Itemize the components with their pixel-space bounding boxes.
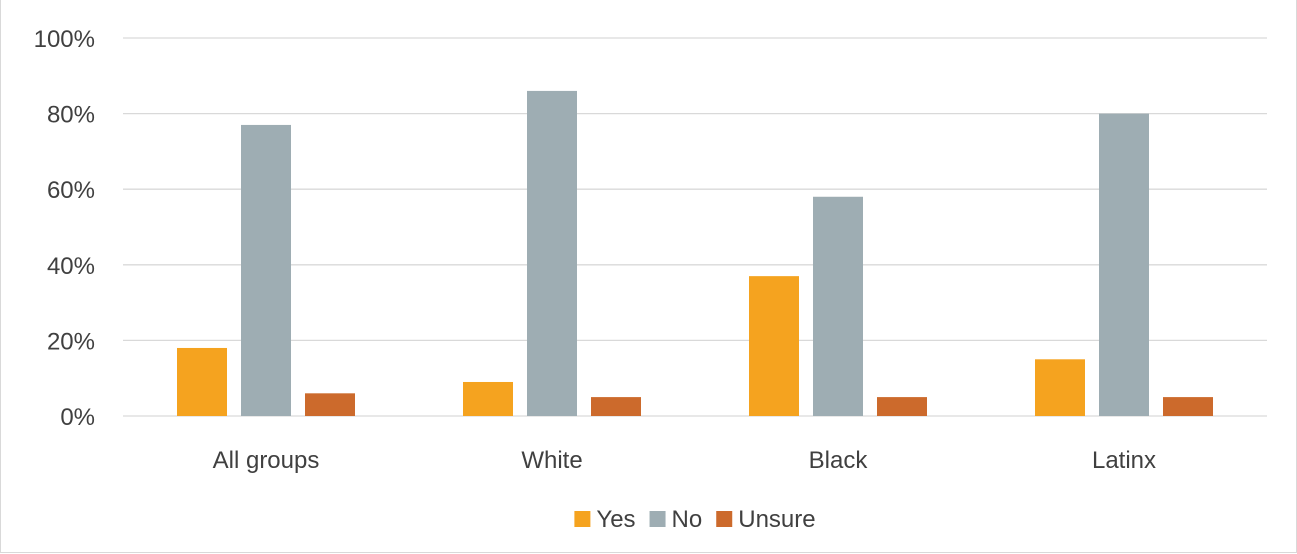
bar-yes-all-groups <box>177 347 227 416</box>
bar-unsure-white <box>591 397 641 416</box>
bar-no-latinx <box>1099 113 1149 416</box>
y-tick-label: 100% <box>34 26 95 53</box>
bars <box>177 90 1213 417</box>
x-category-label: Black <box>809 447 869 474</box>
legend-item-unsure: Unsure <box>716 506 816 533</box>
legend-label: Unsure <box>738 506 815 533</box>
bar-no-all-groups <box>241 124 291 416</box>
y-axis: 0% 20% 40% 60% 80% 100% <box>34 26 95 431</box>
x-category-label: All groups <box>213 447 320 474</box>
bar-yes-latinx <box>1035 359 1085 416</box>
legend-item-yes: Yes <box>574 506 636 533</box>
bar-no-black <box>813 196 863 416</box>
y-tick-label: 60% <box>47 177 95 204</box>
bar-unsure-latinx <box>1163 397 1213 416</box>
legend-item-no: No <box>649 506 703 533</box>
y-tick-label: 40% <box>47 253 95 280</box>
gridlines <box>123 37 1267 417</box>
x-category-label: White <box>521 447 582 474</box>
legend: Yes No Unsure <box>574 506 816 533</box>
x-axis: All groups White Black Latinx <box>213 447 1156 474</box>
bar-yes-black <box>749 276 799 416</box>
bar-unsure-all-groups <box>305 393 355 416</box>
y-tick-label: 20% <box>47 328 95 355</box>
y-tick-label: 0% <box>60 404 95 431</box>
legend-swatch <box>649 511 666 527</box>
bar-yes-white <box>463 381 513 416</box>
bar-unsure-black <box>877 397 927 416</box>
bar-no-white <box>527 90 577 417</box>
y-tick-label: 80% <box>47 102 95 129</box>
legend-swatch <box>716 511 733 527</box>
legend-label: Yes <box>596 506 635 533</box>
legend-swatch <box>574 511 591 527</box>
x-category-label: Latinx <box>1092 447 1156 474</box>
legend-label: No <box>672 506 703 533</box>
